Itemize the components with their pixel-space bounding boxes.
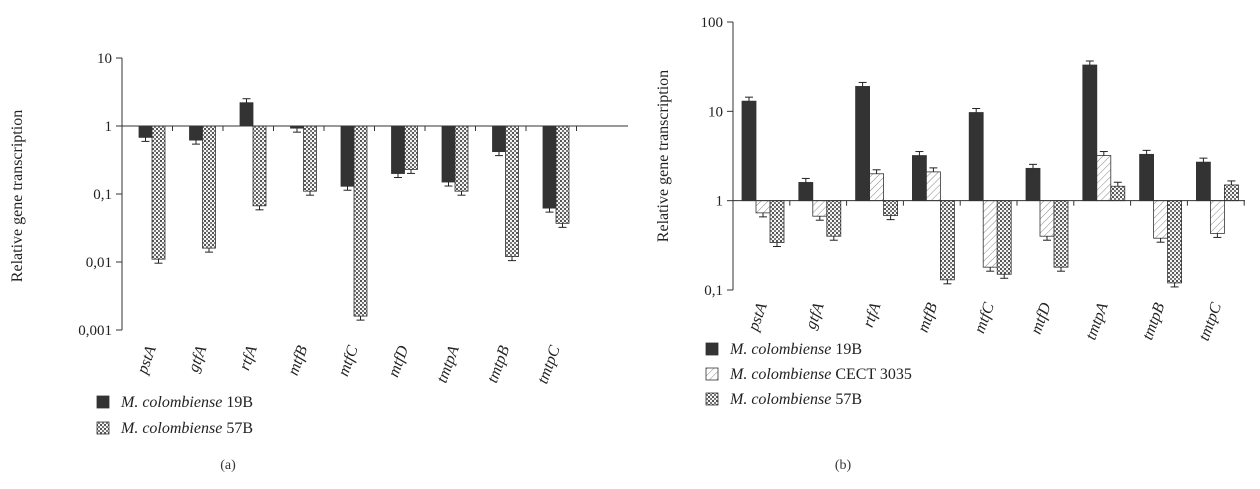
panel-b-chart: 100 10 1 0,1 Relative gene transcription pstA…: [655, 15, 1245, 408]
bar: [940, 200, 955, 281]
category-label: rtfA: [236, 343, 261, 372]
category-label: gtfA: [185, 343, 210, 374]
bar: [926, 171, 941, 202]
y-tick-label: 10: [97, 51, 112, 67]
legend-strain: CECT 3035: [835, 366, 912, 383]
category-label: mtfB: [915, 300, 941, 334]
category-label: tmtpA: [1083, 300, 1112, 342]
legend-species: M. colombiense: [729, 341, 835, 358]
bar: [798, 182, 814, 202]
bar: [1082, 64, 1098, 202]
category-label: mtfC: [335, 343, 362, 378]
bar: [812, 200, 828, 217]
bar: [912, 155, 927, 202]
legend-strain: 57B: [226, 420, 253, 437]
bar: [353, 125, 368, 317]
legend-species: M. colombiense: [729, 391, 835, 408]
bar: [441, 125, 456, 183]
category-label: mtfD: [385, 343, 412, 379]
bar: [883, 200, 898, 217]
legend-swatch: [705, 342, 719, 356]
category-label: tmtpA: [434, 343, 463, 385]
bar: [151, 125, 166, 260]
bar: [755, 200, 771, 214]
y-axis-title: Relative gene transcription: [9, 110, 26, 282]
bar: [1096, 155, 1112, 202]
bar: [505, 125, 519, 258]
bar: [996, 200, 1012, 275]
category-label: tmtpB: [484, 343, 513, 385]
bar: [542, 125, 557, 209]
category-label: gtfA: [802, 300, 827, 331]
y-tick-label: 1: [716, 194, 724, 210]
legend-species: M. colombiense: [120, 394, 226, 411]
legend-entry: M. colombiense 19B: [120, 394, 253, 411]
bar: [189, 125, 203, 141]
category-label: mtfC: [971, 300, 998, 335]
y-tick-label: 10: [708, 104, 723, 120]
bar: [340, 125, 355, 187]
bar: [968, 112, 984, 202]
legend-swatch: [705, 367, 719, 381]
bar: [404, 125, 418, 170]
y-tick-label: 100: [701, 15, 724, 31]
bar: [741, 100, 757, 202]
legend-swatch: [96, 395, 110, 409]
bar: [239, 102, 254, 127]
panel-a-chart: 10 1 0,1 0,01 0,001 Relative gene transcripti…: [9, 51, 628, 437]
legend-species: M. colombiense: [120, 420, 226, 437]
bar: [1167, 200, 1182, 284]
bar: [1110, 185, 1126, 202]
bar: [1025, 167, 1041, 202]
legend-strain: 57B: [835, 391, 862, 408]
category-label: mtfD: [1028, 300, 1055, 336]
legend-swatch: [96, 421, 110, 435]
y-axis-title: Relative gene transcription: [655, 70, 672, 242]
bar: [826, 200, 842, 237]
legend-swatch: [705, 392, 719, 406]
panel-a-label: (a): [220, 458, 236, 473]
bar: [982, 200, 998, 268]
category-label: tmtpB: [1139, 300, 1168, 342]
bar: [1153, 200, 1168, 239]
bar: [1210, 200, 1225, 234]
bar: [1053, 200, 1069, 268]
category-label: pstA: [745, 300, 771, 334]
legend-strain: 19B: [226, 394, 253, 411]
bar: [202, 125, 216, 249]
legend-species: M. colombiense: [729, 366, 835, 383]
bar: [869, 173, 884, 202]
y-tick-label: 0,01: [86, 255, 112, 271]
bar: [1224, 184, 1239, 202]
y-tick-label: 0,001: [78, 323, 112, 339]
bar: [454, 125, 469, 192]
legend-entry: M. colombiense 57B: [120, 420, 253, 437]
bar: [391, 125, 405, 174]
bar: [855, 86, 870, 202]
bar: [303, 125, 317, 192]
bar: [1139, 153, 1154, 202]
category-label: mtfB: [285, 343, 311, 377]
legend-entry: M. colombiense 19B: [729, 341, 862, 358]
category-label: rtfA: [860, 300, 885, 329]
y-tick-label: 1: [105, 119, 113, 135]
legend-entry: M. colombiense 57B: [729, 391, 862, 408]
bar: [138, 125, 153, 138]
category-label: pstA: [134, 343, 160, 377]
legend-entry: M. colombiense CECT 3035: [729, 366, 912, 383]
bar: [492, 125, 506, 153]
bar: [1039, 200, 1055, 237]
bar: [1196, 161, 1211, 202]
legend-strain: 19B: [835, 341, 862, 358]
y-tick-label: 0,1: [93, 187, 112, 203]
category-label: tmtpC: [534, 343, 563, 386]
bar: [252, 125, 267, 207]
bar: [555, 125, 570, 224]
panel-b-label: (b): [835, 458, 852, 473]
y-tick-label: 0,1: [704, 283, 723, 299]
bar: [769, 200, 785, 243]
category-label: tmtpC: [1196, 300, 1225, 343]
